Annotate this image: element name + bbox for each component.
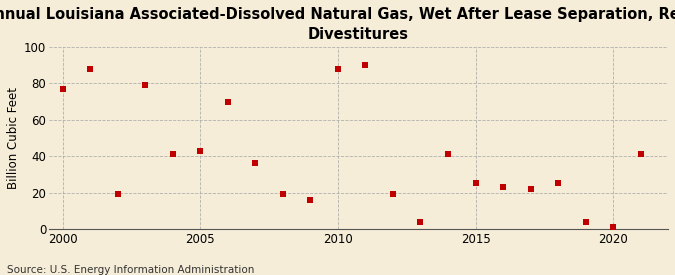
Point — [140, 83, 151, 87]
Point — [250, 161, 261, 166]
Title: Annual Louisiana Associated-Dissolved Natural Gas, Wet After Lease Separation, R: Annual Louisiana Associated-Dissolved Na… — [0, 7, 675, 42]
Text: Source: U.S. Energy Information Administration: Source: U.S. Energy Information Administ… — [7, 265, 254, 275]
Point — [195, 148, 206, 153]
Point — [635, 152, 646, 156]
Point — [525, 187, 536, 191]
Point — [57, 87, 68, 91]
Point — [305, 198, 316, 202]
Point — [167, 152, 178, 156]
Point — [470, 181, 481, 186]
Point — [277, 192, 288, 197]
Point — [443, 152, 454, 156]
Point — [553, 181, 564, 186]
Point — [360, 63, 371, 67]
Point — [387, 192, 398, 197]
Point — [497, 185, 508, 189]
Point — [415, 219, 426, 224]
Point — [608, 225, 618, 229]
Point — [333, 67, 344, 71]
Point — [580, 219, 591, 224]
Point — [223, 100, 234, 104]
Y-axis label: Billion Cubic Feet: Billion Cubic Feet — [7, 87, 20, 189]
Point — [85, 67, 96, 71]
Point — [113, 192, 124, 197]
